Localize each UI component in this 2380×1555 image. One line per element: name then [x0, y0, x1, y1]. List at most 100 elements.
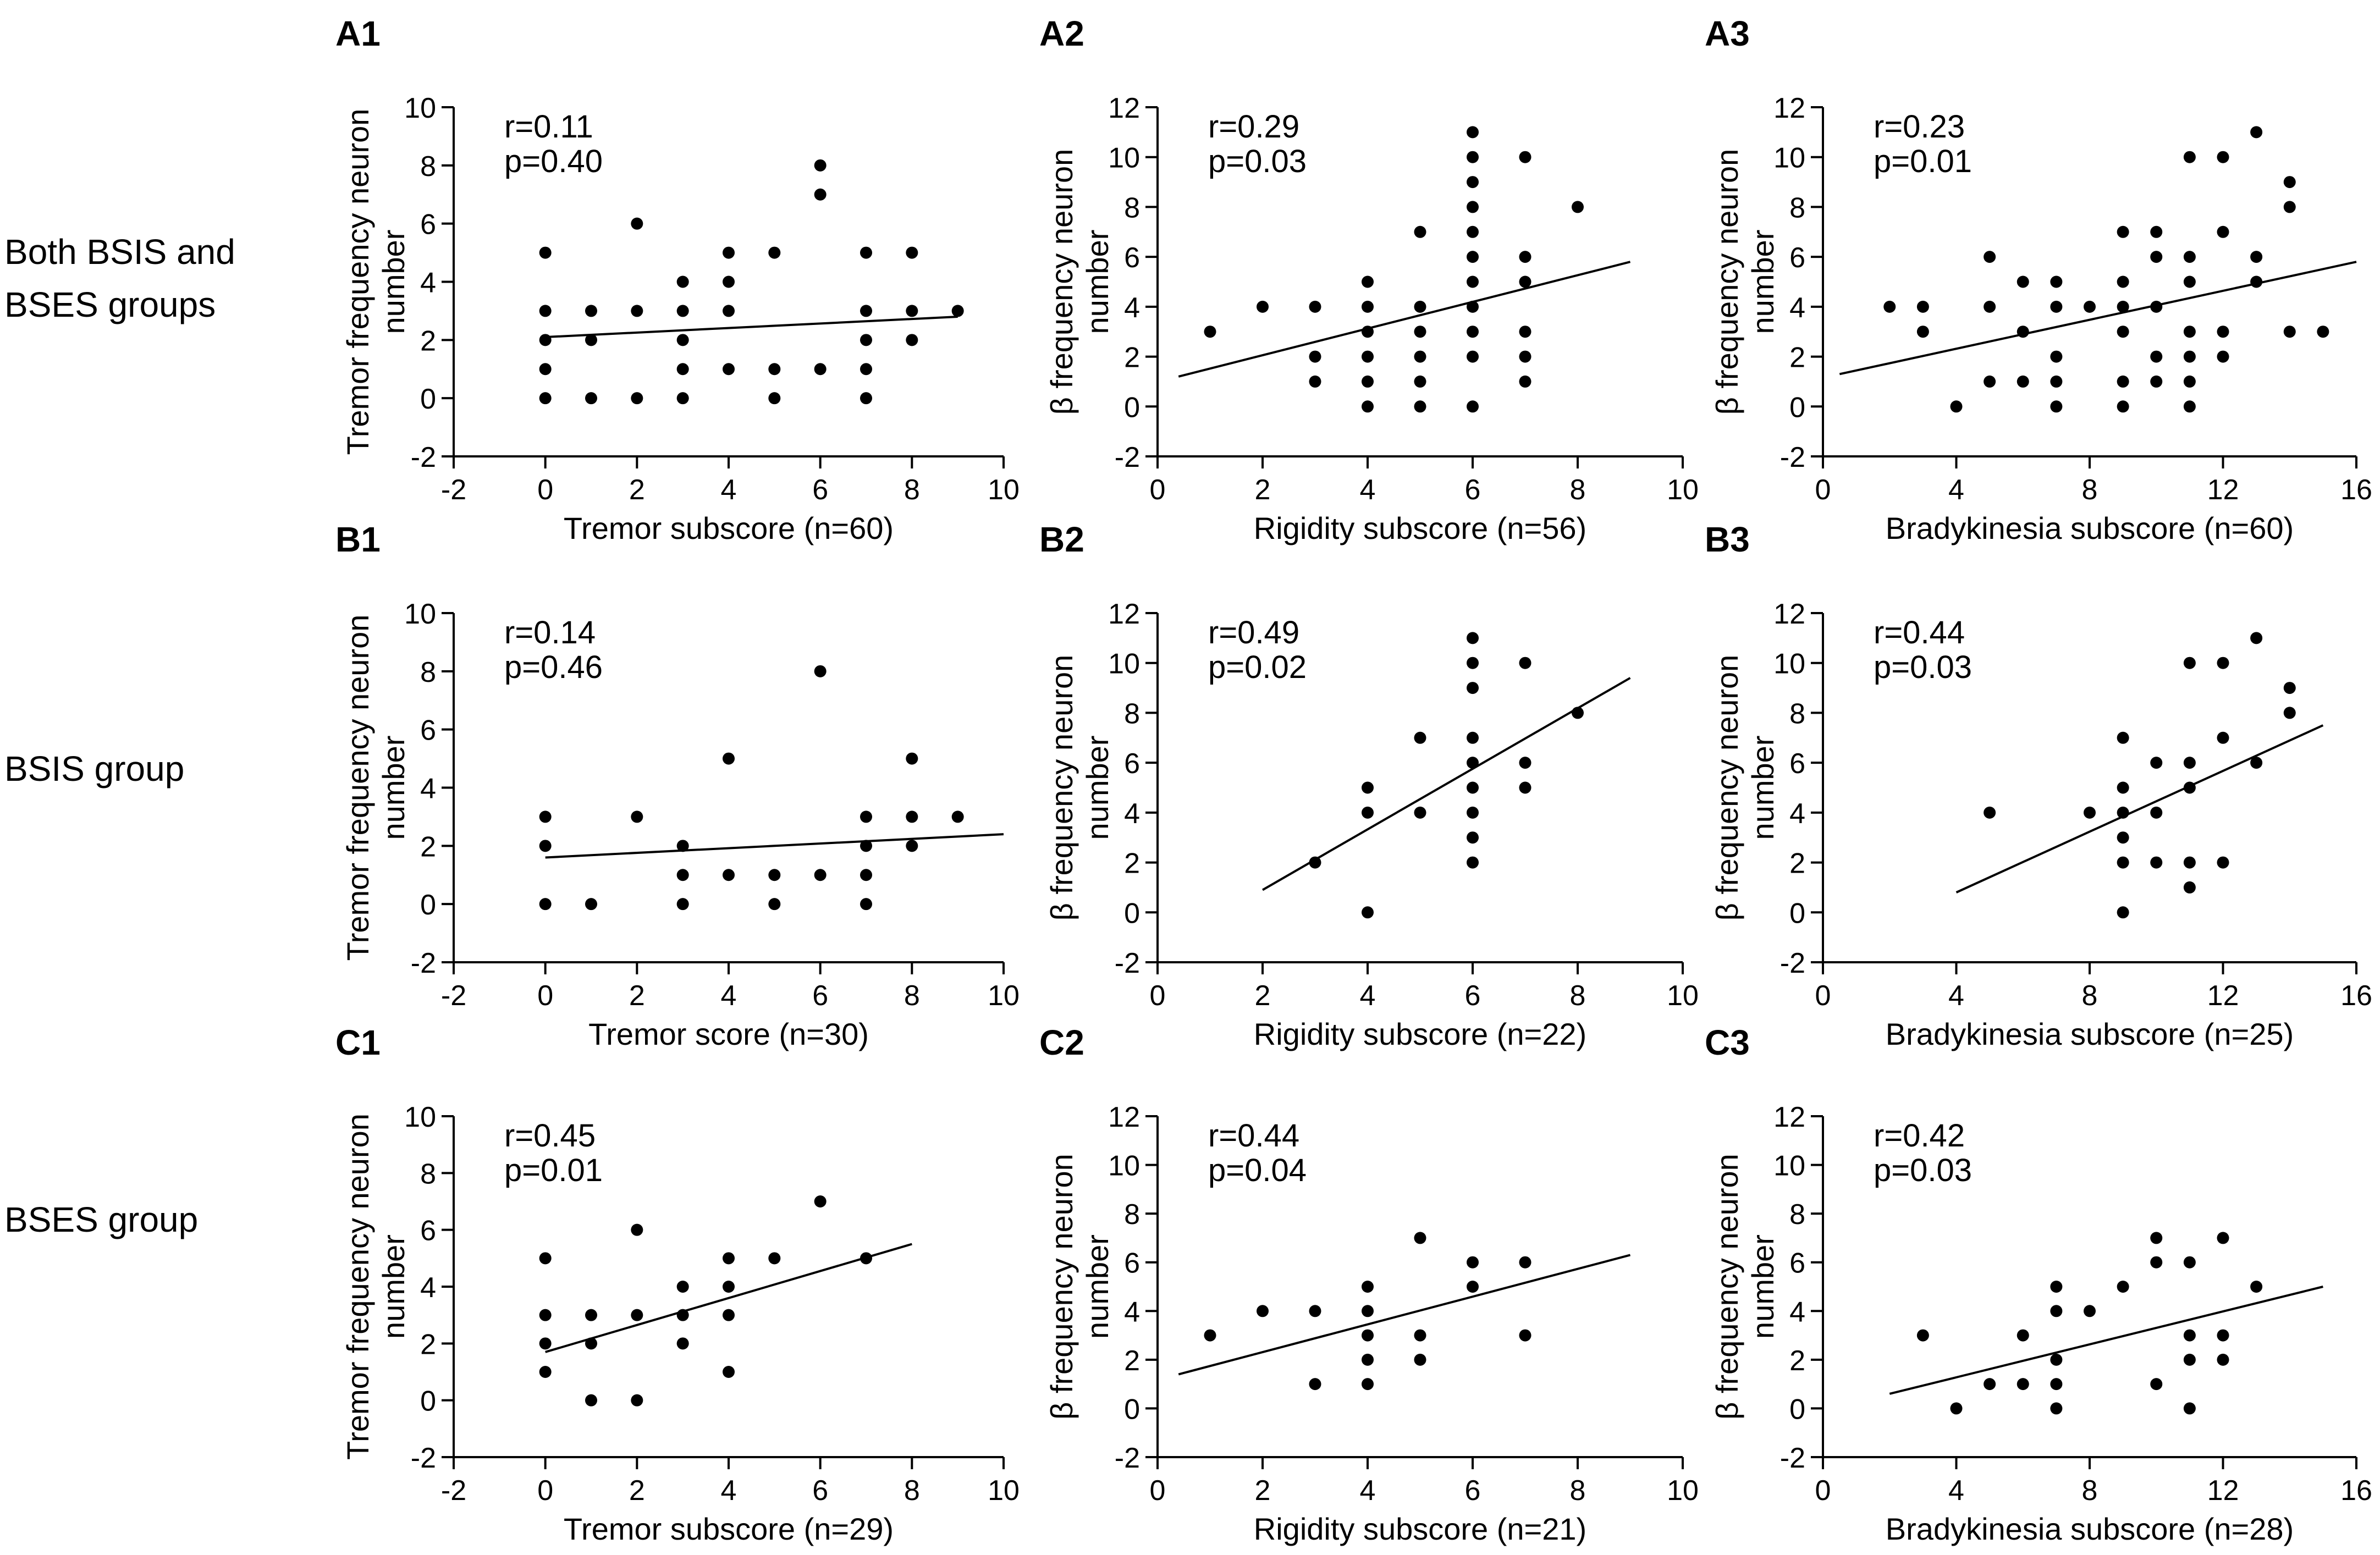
- b2-ytick-label: 10: [1108, 648, 1140, 680]
- c2-data-point: [1467, 1256, 1479, 1269]
- a3-data-point: [2117, 275, 2129, 288]
- a2-trendline: [1178, 261, 1630, 378]
- a2-data-point: [1362, 300, 1374, 313]
- a3-xtick-label: 16: [2340, 474, 2372, 506]
- b3-data-point: [2217, 657, 2229, 669]
- a3-data-point: [2150, 350, 2163, 363]
- c2-data-point: [1309, 1378, 1321, 1391]
- c2-xtick-label: 4: [1360, 1475, 1376, 1507]
- a3-ytick-label: 4: [1789, 292, 1805, 324]
- c1-xtick-label: -2: [441, 1475, 466, 1507]
- a2-data-point: [1362, 375, 1374, 388]
- a3-xtick-label: 4: [1948, 474, 1964, 506]
- b1-data-point: [860, 840, 872, 852]
- b1-data-point: [951, 810, 964, 823]
- b3-ytick-label: 10: [1773, 648, 1805, 680]
- a1-data-point: [631, 305, 643, 317]
- a2-ytick-label: 8: [1124, 192, 1140, 224]
- c1-xtick-label: 10: [988, 1475, 1020, 1507]
- c1-data-point: [585, 1394, 597, 1407]
- b2-data-point: [1467, 831, 1479, 844]
- a3-data-point: [2183, 151, 2196, 163]
- c1-xtick-label: 2: [629, 1475, 645, 1507]
- c1-data-point: [539, 1337, 552, 1350]
- b2-xtick-label: 6: [1465, 980, 1481, 1012]
- b1-xtick-label: -2: [441, 980, 466, 1012]
- a2-data-point: [1309, 375, 1321, 388]
- a3-data-point: [1916, 300, 1929, 313]
- a3-data-point: [1916, 326, 1929, 338]
- c2-xtick-label: 0: [1150, 1475, 1166, 1507]
- a2-ytick-label: 12: [1108, 92, 1140, 124]
- c3-data-point: [2183, 1329, 2196, 1342]
- a2-data-point: [1414, 400, 1426, 413]
- c1-data-point: [723, 1366, 735, 1378]
- c1-ytick-label: 2: [420, 1328, 436, 1360]
- a3-data-point: [2250, 126, 2263, 139]
- b3-trendline: [1955, 724, 2324, 894]
- c3-p-value: p=0.03: [1874, 1153, 1972, 1188]
- b3-data-point: [2117, 781, 2129, 794]
- c2-y-axis-label: β frequency neuron: [1044, 1154, 1079, 1420]
- c2-data-point: [1362, 1329, 1374, 1342]
- b2-ytick-label: 4: [1124, 798, 1140, 830]
- c3-data-point: [2050, 1353, 2063, 1366]
- a3-y-axis-label-line2: number: [1745, 230, 1780, 334]
- a3-data-point: [2084, 300, 2096, 313]
- a2-data-point: [1572, 201, 1584, 213]
- c1-data-point: [860, 1252, 872, 1265]
- a1-data-point: [631, 217, 643, 230]
- b2-data-point: [1467, 731, 1479, 744]
- c1-ytick-label: 8: [420, 1158, 436, 1190]
- b3-xtick-label: 16: [2340, 980, 2372, 1012]
- b1-trendline: [545, 833, 1004, 859]
- b1-xtick-label: 4: [721, 980, 737, 1012]
- c3-data-point: [1950, 1402, 1963, 1415]
- b1-xtick-label: 0: [537, 980, 553, 1012]
- a1-xtick-label: 0: [537, 474, 553, 506]
- b3-data-point: [2117, 906, 2129, 919]
- a1-data-point: [906, 305, 918, 317]
- a3-data-point: [2183, 275, 2196, 288]
- a3-y-axis-label: β frequency neuron: [1710, 149, 1744, 415]
- a3-ytick-label: -2: [1780, 442, 1805, 473]
- a2-data-point: [1362, 400, 1374, 413]
- c1-ytick-label: 0: [420, 1386, 436, 1418]
- c3-data-point: [2183, 1256, 2196, 1269]
- c1-data-point: [631, 1394, 643, 1407]
- row-label-bses-group: BSES group: [4, 1200, 199, 1239]
- a2-data-point: [1414, 326, 1426, 338]
- a1-data-point: [539, 363, 552, 376]
- b1-data-point: [860, 810, 872, 823]
- a3-r-value: r=0.23: [1874, 109, 1965, 145]
- a3-data-point: [2283, 326, 2296, 338]
- a3-data-point: [2183, 375, 2196, 388]
- c2-data-point: [1204, 1329, 1216, 1342]
- b2-data-point: [1414, 731, 1426, 744]
- c3-data-point: [2150, 1256, 2163, 1269]
- b3-y-axis-label: β frequency neuron: [1710, 655, 1744, 921]
- c1-data-point: [631, 1223, 643, 1236]
- b2-data-point: [1362, 906, 1374, 919]
- c3-data-point: [2250, 1281, 2263, 1293]
- a2-data-point: [1362, 275, 1374, 288]
- a1-data-point: [676, 275, 689, 288]
- c2-data-point: [1414, 1232, 1426, 1244]
- b2-ytick-label: 6: [1124, 748, 1140, 780]
- b3-ytick-label: 12: [1773, 598, 1805, 630]
- c1-data-point: [585, 1309, 597, 1321]
- c3-ytick-label: -2: [1780, 1442, 1805, 1474]
- c2-xtick-label: 6: [1465, 1475, 1481, 1507]
- c3-ytick-label: 0: [1789, 1393, 1805, 1425]
- a1-xtick-label: 8: [904, 474, 920, 506]
- b2-xtick-label: 0: [1150, 980, 1166, 1012]
- a3-data-point: [2217, 350, 2229, 363]
- a2-xtick-label: 0: [1150, 474, 1166, 506]
- a3-data-point: [2017, 275, 2029, 288]
- a3-data-point: [1984, 375, 1996, 388]
- b2-ytick-label: 0: [1124, 897, 1140, 929]
- a2-y-axis-label-line2: number: [1080, 230, 1115, 334]
- a1-data-point: [676, 305, 689, 317]
- a2-data-point: [1467, 326, 1479, 338]
